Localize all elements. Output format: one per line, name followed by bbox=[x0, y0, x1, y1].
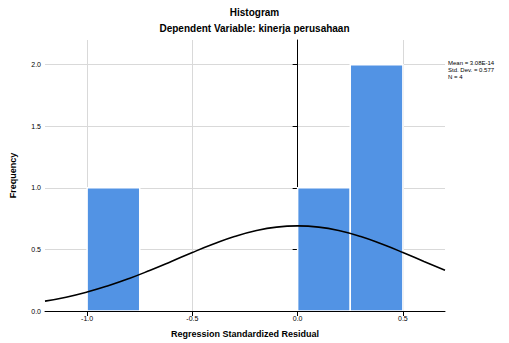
svg-text:1.0: 1.0 bbox=[31, 184, 41, 191]
svg-text:N = 4: N = 4 bbox=[448, 74, 463, 80]
svg-text:Frequency: Frequency bbox=[8, 153, 18, 199]
svg-text:-0.5: -0.5 bbox=[186, 315, 198, 322]
svg-text:-1.0: -1.0 bbox=[81, 315, 93, 322]
svg-text:1.5: 1.5 bbox=[31, 123, 41, 130]
svg-text:Std. Dev. = 0.577: Std. Dev. = 0.577 bbox=[448, 67, 495, 73]
svg-text:0.0: 0.0 bbox=[293, 315, 303, 322]
svg-text:Regression Standardized Residu: Regression Standardized Residual bbox=[171, 329, 319, 339]
svg-text:Histogram: Histogram bbox=[230, 7, 280, 18]
svg-text:2.0: 2.0 bbox=[31, 61, 41, 68]
svg-text:0.5: 0.5 bbox=[398, 315, 408, 322]
svg-text:Dependent Variable: kinerja pe: Dependent Variable: kinerja perusahaan bbox=[159, 23, 349, 34]
svg-text:0.0: 0.0 bbox=[31, 308, 41, 315]
svg-text:Mean = 3.08E-14: Mean = 3.08E-14 bbox=[448, 60, 495, 66]
svg-text:0.5: 0.5 bbox=[31, 246, 41, 253]
